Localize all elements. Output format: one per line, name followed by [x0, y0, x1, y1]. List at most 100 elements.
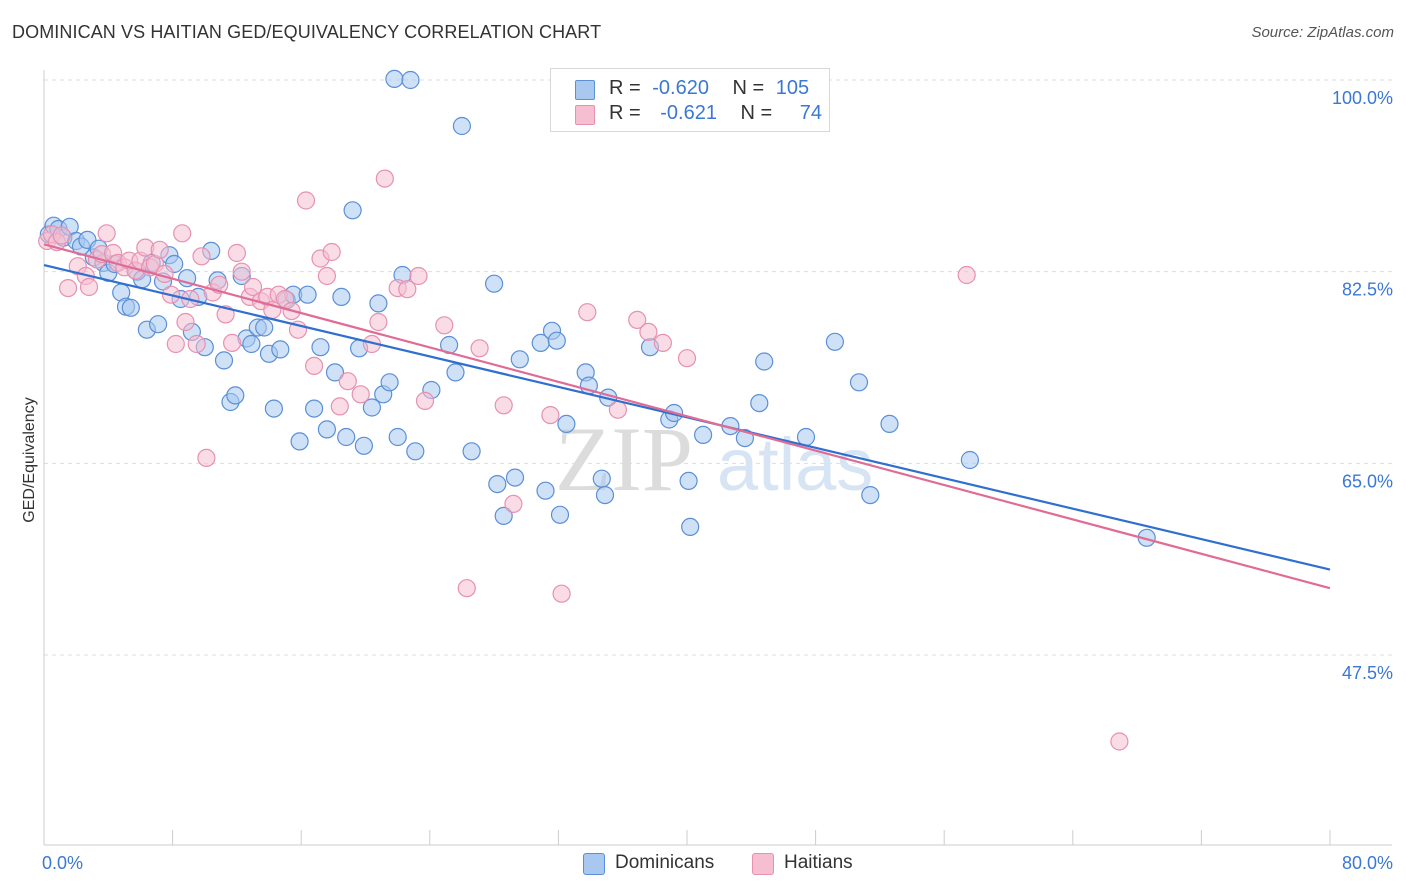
haitians-point [504, 494, 523, 513]
y-tick-label: 65.0% [1342, 471, 1393, 491]
dominicans-point [849, 373, 869, 392]
dominicans-point [337, 427, 356, 447]
haitians-points [38, 169, 1129, 751]
dominicans-point [264, 399, 283, 418]
bottom-legend-label-dominicans: Dominicans [615, 852, 715, 873]
y-axis-label: GED/Equivalency [21, 397, 38, 523]
haitians-point [296, 191, 316, 210]
dominicans-point [494, 506, 513, 526]
dominicans-point [505, 468, 525, 487]
dominicans-point [595, 486, 615, 505]
dominicans-point [290, 432, 309, 451]
legend-n-value-dominicans: 105 [775, 77, 810, 99]
haitians-point [176, 312, 195, 332]
x-tick-label-min: 0.0% [42, 853, 83, 873]
haitians-point [541, 406, 560, 425]
haitians-point [398, 280, 417, 299]
haitians-point [150, 240, 169, 259]
haitians-trend-line [43, 243, 1331, 590]
dominicans-point [149, 315, 168, 334]
legend-n-value-haitians: 74 [799, 102, 823, 124]
dominicans-points [39, 69, 1156, 547]
haitians-point [351, 385, 370, 404]
haitians-point [52, 226, 71, 245]
haitians-point [677, 349, 697, 368]
legend-r-value-haitians: -0.621 [660, 102, 717, 124]
trend-lines [43, 243, 1331, 590]
dominicans-point [354, 436, 373, 455]
haitians-point [552, 584, 571, 603]
haitians-point [79, 277, 99, 297]
haitians-point [97, 224, 116, 243]
bottom-legend-swatch-dominicans [583, 853, 605, 875]
haitians-point [409, 266, 428, 286]
dominicans-point [592, 469, 611, 488]
dominicans-point [681, 517, 700, 537]
correlation-legend: R = -0.620 N = 105 R = -0.621 N = 74 [550, 68, 830, 132]
haitians-point [415, 391, 435, 410]
x-tick-label-max: 80.0% [1342, 853, 1393, 873]
dominicans-point [446, 363, 465, 382]
legend-n-label: N = [740, 102, 773, 124]
dominicans-point [755, 352, 774, 371]
dominicans-point [298, 285, 317, 304]
dominicans-point [557, 414, 576, 433]
haitians-point [435, 316, 454, 335]
dominicans-point [406, 442, 425, 461]
watermark: ZIP atlas [555, 408, 873, 510]
haitians-point [232, 262, 251, 281]
bottom-legend-swatch-haitians [752, 853, 774, 875]
dominicans-point [332, 287, 351, 306]
tick-labels: 100.0% 82.5% 65.0% 47.5% 0.0% 80.0% [42, 88, 1393, 873]
dominicans-point [536, 481, 555, 500]
haitians-point [322, 242, 341, 262]
dominicans-point [343, 201, 362, 220]
dominicans-point [547, 331, 566, 350]
haitians-point [578, 303, 597, 322]
source-credit: Source: ZipAtlas.com [1251, 24, 1394, 41]
dominicans-point [362, 398, 381, 417]
haitians-point [653, 333, 673, 352]
dominicans-point [369, 294, 388, 313]
haitians-point [317, 266, 336, 286]
dominicans-point [796, 427, 816, 447]
haitians-point [338, 372, 357, 391]
haitians-point [58, 279, 78, 298]
haitians-point [628, 310, 647, 329]
haitians-point [197, 448, 216, 467]
y-tick-label: 47.5% [1342, 663, 1393, 683]
dominicans-point [214, 351, 234, 370]
dominicans-point [380, 373, 399, 392]
dominicans-point [311, 338, 330, 357]
dominicans-point [385, 69, 404, 89]
dominicans-point [226, 386, 245, 405]
haitians-point [639, 322, 658, 341]
dominicans-point [305, 399, 324, 418]
dominicans-point [388, 427, 407, 447]
haitians-point [187, 334, 206, 354]
dominicans-point [488, 475, 507, 494]
dominicans-point [255, 318, 274, 337]
axes [43, 70, 1392, 846]
haitians-point [957, 265, 976, 285]
dominicans-point [325, 363, 345, 382]
haitians-point [223, 333, 242, 352]
haitians-point [173, 224, 192, 243]
dominicans-point [750, 394, 769, 413]
haitians-point [608, 400, 628, 419]
legend-swatch-haitians [575, 105, 595, 125]
haitians-point [470, 339, 489, 358]
dominicans-point [485, 274, 504, 293]
legend-r-label: R = [609, 102, 641, 124]
haitians-point [330, 397, 349, 416]
grid-lines [44, 79, 1392, 656]
dominicans-point [510, 350, 529, 369]
y-tick-label: 82.5% [1342, 280, 1393, 300]
haitians-point [192, 247, 211, 266]
dominicans-point [271, 340, 290, 359]
dominicans-point [880, 414, 899, 433]
dominicans-point [550, 505, 570, 524]
legend-r-value-dominicans: -0.620 [652, 77, 709, 99]
legend-r-label: R = [609, 77, 641, 99]
